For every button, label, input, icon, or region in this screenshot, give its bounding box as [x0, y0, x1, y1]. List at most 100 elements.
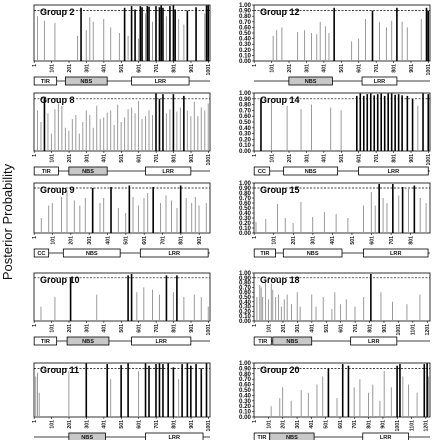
y-tick-label: 0.60 — [239, 24, 252, 31]
y-tick-label: 1.00 — [239, 180, 252, 187]
domain-box — [288, 76, 333, 86]
domain-box — [358, 166, 429, 176]
domain-label: LRR — [162, 169, 174, 175]
x-tick-label: 801 — [408, 236, 414, 245]
y-tick-label: 0.40 — [239, 210, 252, 217]
y-tick-label: 0.00 — [239, 58, 252, 65]
x-tick-label: 301 — [295, 420, 301, 429]
x-tick-label: 301 — [87, 236, 93, 245]
x-tick-label: 801 — [171, 64, 177, 73]
x-tick-label: 101 — [266, 420, 272, 429]
y-tick-label: 1.00 — [239, 90, 252, 97]
x-tick-label: 801 — [171, 324, 177, 333]
x-tick-label: 601 — [369, 236, 375, 245]
x-tick-label: 501 — [119, 154, 125, 163]
y-tick-label: 0.40 — [239, 36, 252, 43]
domain-label: LRR — [169, 251, 181, 257]
domain-box — [253, 336, 272, 346]
panel-title: Group 2 — [40, 7, 75, 17]
panels: Group 21 101 201 301 401 501 601 701 801 901 1001T… — [32, 2, 432, 440]
domain-label: CC — [37, 251, 45, 257]
chart-panel: Group 14 0.000.100.200.300.400.500.600.70… — [239, 90, 432, 176]
y-tick-label: 0.30 — [239, 131, 252, 138]
x-tick-label: 801 — [171, 420, 177, 429]
y-tick-label: 0.90 — [239, 185, 252, 192]
y-tick-label: 0.10 — [239, 52, 252, 59]
y-tick-label: 1.00 — [239, 360, 252, 367]
domain-label: NBS — [86, 251, 98, 257]
y-tick-label: 0.00 — [239, 148, 252, 155]
y-tick-label: 0.90 — [239, 365, 252, 372]
x-tick-label: 1 — [252, 324, 258, 327]
x-tick-label: 1001 — [206, 420, 212, 432]
x-tick-label: 701 — [154, 154, 160, 163]
y-tick-label: 0.50 — [239, 205, 252, 212]
panel-title: Group 12 — [260, 7, 300, 17]
x-tick-label: 1001 — [206, 324, 212, 336]
panel-title: Group 10 — [40, 275, 80, 285]
y-tick-label: 0.20 — [239, 136, 252, 143]
y-tick-label: 0.80 — [239, 190, 252, 197]
domain-label: TIR — [260, 251, 269, 257]
y-tick-label: 0.10 — [239, 142, 252, 149]
x-tick-label: 1101 — [409, 420, 415, 431]
x-tick-label: 501 — [119, 64, 125, 73]
x-tick-label: 901 — [189, 64, 195, 73]
domain-box — [64, 76, 108, 86]
x-tick-label: 701 — [160, 236, 166, 245]
domain-box — [33, 76, 58, 86]
y-tick-label: 0.80 — [239, 13, 252, 20]
x-tick-label: 301 — [84, 64, 90, 73]
x-tick-label: 701 — [352, 420, 358, 429]
x-tick-label: 201 — [67, 154, 73, 163]
chart-panel: Group 18 0.000.100.200.300.400.500.600.70… — [239, 270, 431, 346]
domain-label: NBS — [82, 339, 94, 345]
domain-label: NBS — [286, 339, 298, 345]
x-tick-label: 301 — [295, 324, 301, 333]
panel-title: Group 11 — [40, 365, 79, 375]
chart-panel: Group 8 1 101 201 301 401 501 601 701 801 901 1001 T… — [32, 92, 212, 176]
x-tick-label: 801 — [391, 64, 397, 73]
x-tick-label: 601 — [142, 236, 148, 245]
panel-title: Group 15 — [260, 185, 300, 195]
x-tick-label: 701 — [389, 236, 395, 245]
x-tick-label: 201 — [287, 154, 293, 163]
y-tick-label: 0.50 — [239, 119, 252, 126]
y-tick-label: 0.10 — [239, 225, 252, 232]
y-tick-label: 0.30 — [239, 304, 252, 311]
domain-box — [282, 248, 343, 258]
chart-panel: Group 2 1 101 201 301 401 501 601 701 801 901 1001 T… — [32, 4, 212, 86]
domain-label: TIR — [257, 435, 266, 440]
x-tick-label: 901 — [197, 236, 203, 245]
x-tick-label: 101 — [266, 324, 272, 333]
x-tick-label: 401 — [310, 324, 316, 333]
panel-title: Group 8 — [40, 95, 75, 105]
x-tick-label: 101 — [50, 236, 56, 245]
domain-box — [145, 166, 192, 176]
plot-frame — [33, 272, 211, 322]
y-tick-label: 0.30 — [239, 41, 252, 48]
y-tick-label: 0.90 — [239, 8, 252, 15]
y-tick-label: 0.00 — [239, 230, 252, 237]
x-tick-label: 1001 — [426, 154, 432, 166]
x-tick-label: 101 — [49, 64, 55, 73]
domain-label: LRR — [374, 79, 386, 85]
x-tick-label: 601 — [137, 420, 143, 429]
x-tick-label: 501 — [124, 236, 130, 245]
domain-label: CC — [258, 169, 266, 175]
x-tick-label: 901 — [381, 420, 387, 429]
x-tick-label: 301 — [84, 324, 90, 333]
x-tick-label: 1 — [32, 324, 38, 327]
y-tick-label: 0.60 — [239, 382, 252, 389]
panel-title: Group 14 — [260, 95, 300, 105]
x-tick-label: 401 — [105, 236, 111, 245]
x-tick-label: 801 — [171, 154, 177, 163]
chart-panel: Group 11 1 101 201 301 401 501 601 701 801 901 1001… — [32, 362, 212, 440]
panel-title: Group 18 — [260, 275, 300, 285]
x-tick-label: 1 — [252, 420, 258, 423]
x-tick-label: 601 — [137, 64, 143, 73]
domain-box — [68, 432, 106, 440]
y-tick-label: 1.00 — [239, 270, 252, 277]
y-tick-label: 0.20 — [239, 220, 252, 227]
x-tick-label: 901 — [189, 154, 195, 163]
